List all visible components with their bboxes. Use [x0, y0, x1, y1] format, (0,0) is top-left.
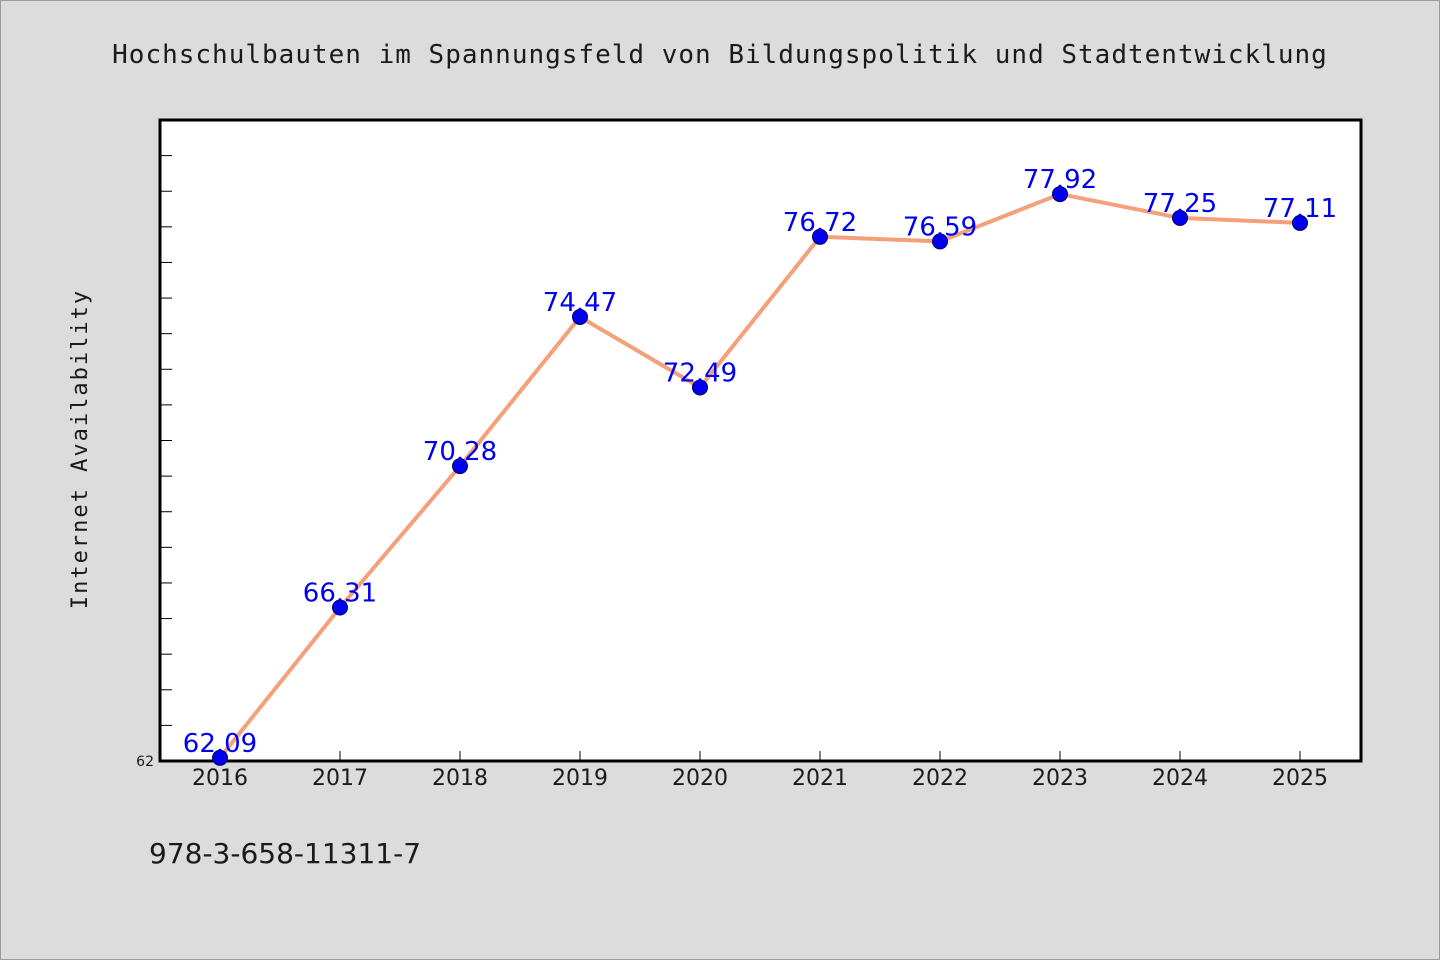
x-tick-label: 2022 [912, 766, 968, 791]
data-point [812, 228, 828, 245]
series-layer: 62.09 66.31 70.28 74.47 72.49 76.72 76.59 77.92… [183, 165, 1337, 766]
y-axis-ticks: 62 [136, 155, 172, 770]
footer-isbn: 978-3-658-11311-7 [149, 837, 421, 870]
data-label: 77.92 [1023, 165, 1097, 195]
data-label: 77.25 [1143, 189, 1217, 219]
data-point [1172, 209, 1188, 226]
x-tick-label: 2024 [1152, 766, 1208, 791]
chart-title: Hochschulbauten im Spannungsfeld von Bil… [112, 40, 1328, 70]
series-line [218, 192, 1302, 760]
x-axis-ticks: 2016 2017 2018 2019 2020 2021 2022 2023 2024 2025 [192, 751, 1328, 791]
data-label: 62.09 [183, 729, 257, 759]
plot-area [158, 118, 1363, 763]
x-tick-label: 2019 [552, 766, 608, 791]
data-label: 77.11 [1263, 194, 1337, 224]
data-label: 76.59 [903, 212, 977, 242]
x-tick-label: 2021 [792, 766, 848, 791]
data-point [1292, 214, 1308, 231]
x-tick-label: 2018 [432, 766, 488, 791]
data-point [1052, 186, 1068, 203]
data-label: 66.31 [303, 579, 377, 609]
data-label: 74.47 [543, 288, 617, 318]
data-point [572, 308, 588, 325]
data-point [932, 233, 948, 250]
data-point [212, 749, 228, 766]
y-axis-label: Internet Availability [68, 289, 93, 609]
x-tick-label: 2016 [192, 766, 248, 791]
data-point [692, 379, 708, 396]
x-tick-label: 2017 [312, 766, 368, 791]
data-point [452, 458, 468, 475]
x-tick-label: 2023 [1032, 766, 1088, 791]
data-label: 72.49 [663, 358, 737, 388]
data-label: 76.72 [783, 208, 857, 238]
x-tick-label: 2025 [1272, 766, 1328, 791]
data-point [332, 599, 348, 616]
data-label: 70.28 [423, 437, 497, 467]
y-tick-label: 62 [136, 754, 154, 770]
x-tick-label: 2020 [672, 766, 728, 791]
